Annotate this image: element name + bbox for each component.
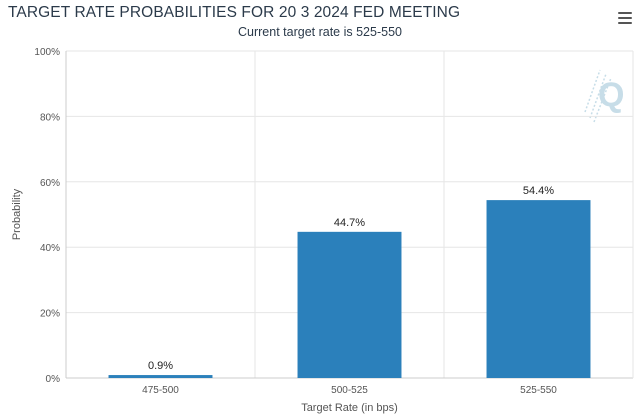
chart-title: TARGET RATE PROBABILITIES FOR 20 3 2024 … (8, 4, 461, 21)
y-tick-label: 0% (46, 374, 61, 385)
x-tick-label: 525-550 (520, 385, 557, 396)
y-tick-label: 100% (34, 47, 60, 58)
data-label: 54.4% (523, 185, 554, 197)
y-axis-title: Probability (11, 188, 23, 240)
x-tick-label: 475-500 (142, 385, 179, 396)
y-tick-label: 80% (40, 112, 60, 123)
watermark-logo-icon: Q (584, 69, 624, 123)
y-tick-label: 60% (40, 178, 60, 189)
chart-subtitle: Current target rate is 525-550 (238, 25, 402, 39)
bar-500-525 (297, 231, 402, 378)
data-label: 44.7% (334, 217, 365, 229)
x-axis-title: Target Rate (in bps) (301, 402, 398, 414)
data-label: 0.9% (148, 360, 173, 372)
y-tick-label: 40% (40, 243, 60, 254)
bar-475-500 (108, 375, 213, 378)
hamburger-menu-icon[interactable] (618, 12, 632, 24)
svg-text:Q: Q (598, 76, 624, 114)
x-tick-label: 500-525 (331, 385, 368, 396)
bar-525-550 (486, 200, 591, 378)
y-tick-label: 20% (40, 309, 60, 320)
